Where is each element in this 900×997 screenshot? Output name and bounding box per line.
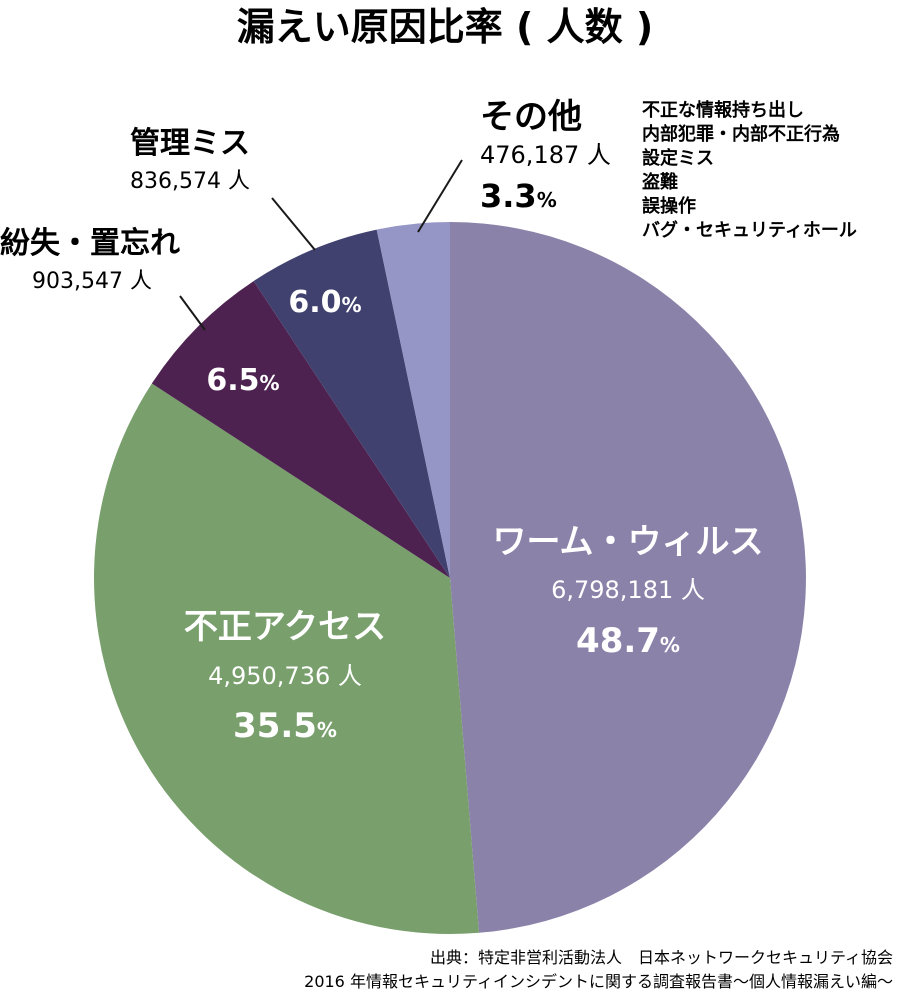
slice-management-error — [253, 229, 450, 578]
source-line-2: 2016 年情報セキュリティインシデントに関する調査報告書〜個人情報漏えい編〜 — [304, 972, 893, 991]
unauthorized-access-count: 4,950,736 人 — [208, 662, 362, 690]
other-detail-item: 不正な情報持ち出し — [642, 99, 804, 121]
management-error-count: 836,574 人 — [130, 169, 250, 194]
loss-misplacement-count: 903,547 人 — [32, 269, 152, 294]
other-detail-item: 設定ミス — [642, 147, 714, 169]
management-error-label: 管理ミス — [130, 126, 250, 161]
slice-worm-virus — [450, 222, 806, 933]
other-details-list: 不正な情報持ち出し 内部犯罪・内部不正行為 設定ミス 盗難 誤操作 バグ・セキュ… — [642, 99, 857, 241]
other-detail-item: バグ・セキュリティホール — [642, 219, 857, 241]
loss-misplacement-percent: 6.5% — [206, 363, 279, 398]
slice-other — [376, 222, 450, 578]
worm-percent: 48.7% — [576, 621, 680, 661]
other-detail-item: 内部犯罪・内部不正行為 — [642, 123, 840, 145]
loss-misplacement-leader — [179, 295, 206, 331]
source-line-1: 出典：特定非営利活動法人 日本ネットワークセキュリティ協会 — [430, 948, 893, 967]
pie-slices — [93, 222, 806, 934]
slice-loss-misplacement — [151, 281, 450, 578]
other-detail-item: 盗難 — [642, 171, 678, 193]
management-error-percent: 6.0% — [288, 285, 361, 320]
loss-misplacement-label: 紛失・置忘れ — [0, 226, 180, 261]
other-percent: 3.3% — [480, 177, 557, 215]
other-detail-item: 誤操作 — [642, 195, 696, 217]
worm-count: 6,798,181 人 — [551, 576, 705, 604]
management-error-leader — [271, 197, 316, 251]
other-leader — [417, 159, 463, 233]
other-label: その他 — [480, 97, 582, 137]
unauthorized-access-label: 不正アクセス — [184, 607, 386, 647]
worm-label: ワーム・ウィルス — [493, 522, 764, 562]
slice-unauthorized-access — [93, 383, 480, 934]
unauthorized-access-percent: 35.5% — [233, 706, 337, 746]
other-count: 476,187 人 — [480, 141, 611, 169]
chart-title: 漏えい原因比率 ( 人数 ) — [237, 5, 653, 49]
